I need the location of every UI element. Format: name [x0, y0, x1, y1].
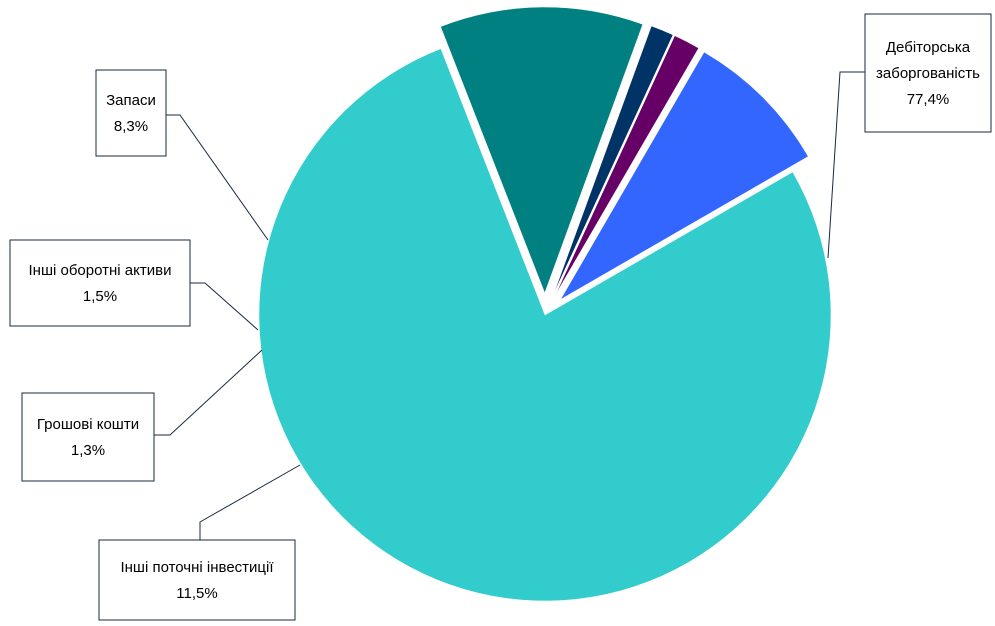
data-label-0: Дебіторська заборгованість 77,4%: [864, 13, 992, 133]
data-label-box-4: [95, 69, 167, 157]
data-label-value-3: 1,5%: [83, 288, 117, 305]
leader-line-0: [827, 71, 865, 259]
data-label-name-0: Дебіторська: [886, 39, 971, 56]
data-label-value-2: 1,3%: [71, 442, 105, 459]
data-label-1: Інші поточні інвестиції 11,5%: [98, 539, 296, 621]
data-label-4: Запаси 8,3%: [95, 69, 167, 157]
slices-layer: [258, 6, 832, 602]
data-label-value-0: 77,4%: [907, 91, 950, 108]
leader-line-3: [190, 282, 259, 331]
data-label-name-0: заборгованість: [876, 65, 980, 82]
pie-slice-0: [258, 48, 832, 602]
data-label-box-1: [98, 539, 296, 621]
pie-slice-4: [559, 51, 809, 301]
data-label-name-2: Грошові кошти: [37, 416, 139, 433]
data-label-3: Інші оборотні активи 1,5%: [9, 239, 191, 327]
pie-slice-3: [554, 35, 699, 296]
leader-line-1: [199, 464, 301, 540]
data-label-box-2: [21, 392, 155, 482]
leader-line-2: [154, 349, 263, 436]
data-label-name-1: Інші поточні інвестиції: [120, 559, 274, 576]
data-label-name-3: Інші оборотні активи: [29, 262, 172, 279]
leader-lines-layer: [154, 71, 865, 540]
data-label-2: Грошові кошти 1,3%: [21, 392, 155, 482]
pie-slice-2: [553, 25, 674, 295]
pie-slice-1: [440, 6, 644, 294]
data-label-value-1: 11,5%: [176, 585, 217, 602]
data-label-box-3: [9, 239, 191, 327]
labels-layer: Дебіторська заборгованість 77,4% Інші поточ…: [9, 13, 992, 621]
data-label-value-4: 8,3%: [114, 118, 148, 135]
data-label-name-4: Запаси: [106, 92, 156, 109]
leader-line-4: [166, 114, 269, 241]
data-label-box-0: [864, 13, 992, 133]
